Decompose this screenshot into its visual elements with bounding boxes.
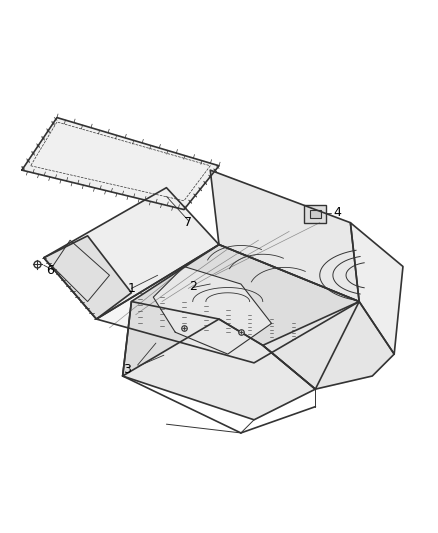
Polygon shape [123,302,315,420]
Polygon shape [350,223,403,354]
Bar [304,205,326,223]
Text: 3: 3 [123,363,131,376]
Bar [310,209,321,219]
Polygon shape [44,236,131,319]
Polygon shape [263,302,394,389]
Text: 1: 1 [127,282,135,295]
Text: 4: 4 [333,206,341,219]
Polygon shape [22,118,219,209]
Polygon shape [210,170,359,302]
Polygon shape [153,266,272,354]
Text: 7: 7 [184,216,192,229]
Text: 2: 2 [189,280,197,293]
Text: 6: 6 [46,264,54,277]
Polygon shape [96,245,359,363]
Polygon shape [44,188,219,319]
Polygon shape [123,245,359,389]
